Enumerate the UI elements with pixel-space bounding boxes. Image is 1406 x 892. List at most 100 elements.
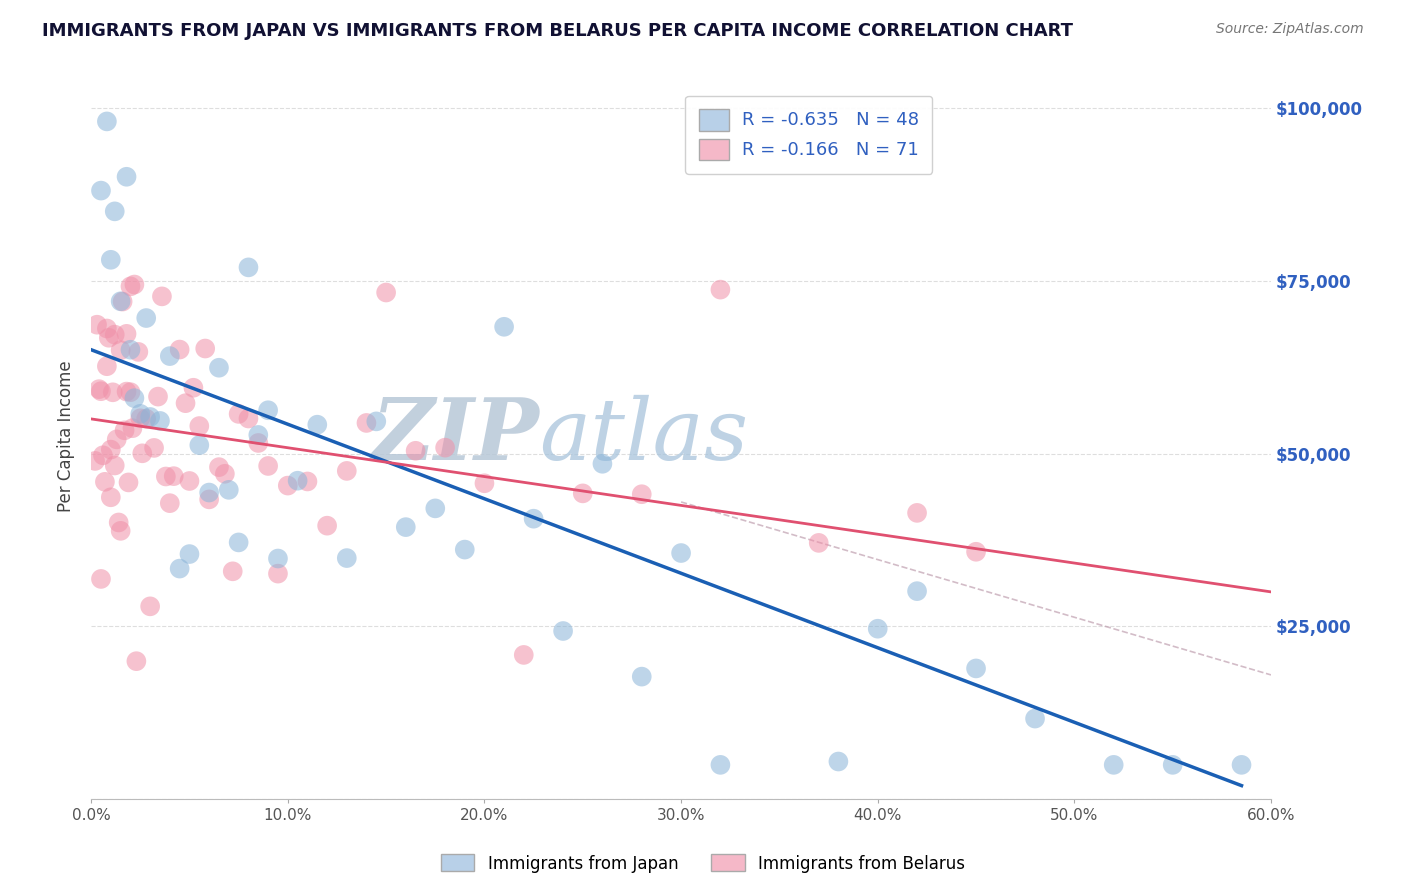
Point	[395, 520, 418, 534]
Point	[96, 114, 118, 128]
Point	[571, 486, 593, 500]
Point	[94, 475, 117, 489]
Point	[866, 622, 889, 636]
Point	[1161, 757, 1184, 772]
Point	[107, 516, 129, 530]
Point	[124, 277, 146, 292]
Point	[222, 564, 245, 578]
Point	[129, 411, 152, 425]
Point	[110, 524, 132, 538]
Point	[159, 349, 181, 363]
Text: IMMIGRANTS FROM JAPAN VS IMMIGRANTS FROM BELARUS PER CAPITA INCOME CORRELATION C: IMMIGRANTS FROM JAPAN VS IMMIGRANTS FROM…	[42, 22, 1073, 40]
Point	[316, 518, 339, 533]
Point	[307, 417, 329, 432]
Text: ZIP: ZIP	[371, 394, 540, 478]
Point	[131, 446, 153, 460]
Point	[146, 390, 169, 404]
Point	[129, 407, 152, 421]
Point	[523, 511, 546, 525]
Point	[104, 327, 127, 342]
Point	[198, 492, 221, 507]
Point	[159, 496, 181, 510]
Point	[494, 319, 516, 334]
Point	[356, 416, 378, 430]
Point	[218, 483, 240, 497]
Point	[169, 343, 191, 357]
Point	[238, 411, 260, 425]
Point	[143, 441, 166, 455]
Point	[827, 755, 849, 769]
Point	[124, 391, 146, 405]
Point	[297, 475, 319, 489]
Point	[104, 204, 127, 219]
Point	[163, 469, 186, 483]
Point	[194, 342, 217, 356]
Point	[188, 419, 211, 434]
Point	[965, 545, 987, 559]
Point	[1102, 757, 1125, 772]
Point	[100, 490, 122, 504]
Point	[228, 407, 250, 421]
Point	[188, 438, 211, 452]
Point	[905, 584, 928, 599]
Point	[111, 294, 134, 309]
Point	[375, 285, 398, 300]
Point	[139, 409, 162, 424]
Point	[1230, 757, 1253, 772]
Point	[114, 423, 136, 437]
Point	[149, 414, 172, 428]
Point	[115, 169, 138, 184]
Legend: R = -0.635   N = 48, R = -0.166   N = 71: R = -0.635 N = 48, R = -0.166 N = 71	[685, 95, 932, 174]
Point	[807, 536, 830, 550]
Point	[84, 454, 107, 468]
Point	[183, 381, 205, 395]
Point	[366, 414, 388, 428]
Point	[105, 433, 128, 447]
Point	[267, 551, 290, 566]
Text: Source: ZipAtlas.com: Source: ZipAtlas.com	[1216, 22, 1364, 37]
Point	[135, 411, 157, 425]
Point	[96, 321, 118, 335]
Point	[127, 345, 149, 359]
Point	[110, 294, 132, 309]
Point	[179, 474, 201, 488]
Point	[336, 464, 359, 478]
Point	[238, 260, 260, 275]
Point	[247, 428, 270, 442]
Point	[125, 654, 148, 668]
Point	[121, 421, 143, 435]
Point	[257, 403, 280, 417]
Point	[174, 396, 197, 410]
Point	[100, 442, 122, 457]
Y-axis label: Per Capita Income: Per Capita Income	[58, 360, 75, 512]
Point	[120, 343, 142, 357]
Point	[405, 443, 427, 458]
Point	[434, 441, 457, 455]
Point	[267, 566, 290, 581]
Point	[198, 485, 221, 500]
Point	[117, 475, 139, 490]
Point	[905, 506, 928, 520]
Point	[630, 487, 652, 501]
Point	[214, 467, 236, 481]
Point	[97, 331, 120, 345]
Point	[474, 476, 496, 491]
Point	[155, 469, 177, 483]
Point	[91, 448, 114, 462]
Point	[287, 474, 309, 488]
Point	[135, 311, 157, 326]
Point	[101, 385, 124, 400]
Point	[513, 648, 536, 662]
Point	[96, 359, 118, 374]
Point	[669, 546, 692, 560]
Point	[87, 382, 110, 396]
Point	[551, 624, 574, 638]
Point	[425, 501, 447, 516]
Point	[110, 343, 132, 358]
Point	[86, 318, 108, 332]
Point	[179, 547, 201, 561]
Point	[115, 326, 138, 341]
Point	[169, 561, 191, 575]
Point	[120, 279, 142, 293]
Point	[277, 478, 299, 492]
